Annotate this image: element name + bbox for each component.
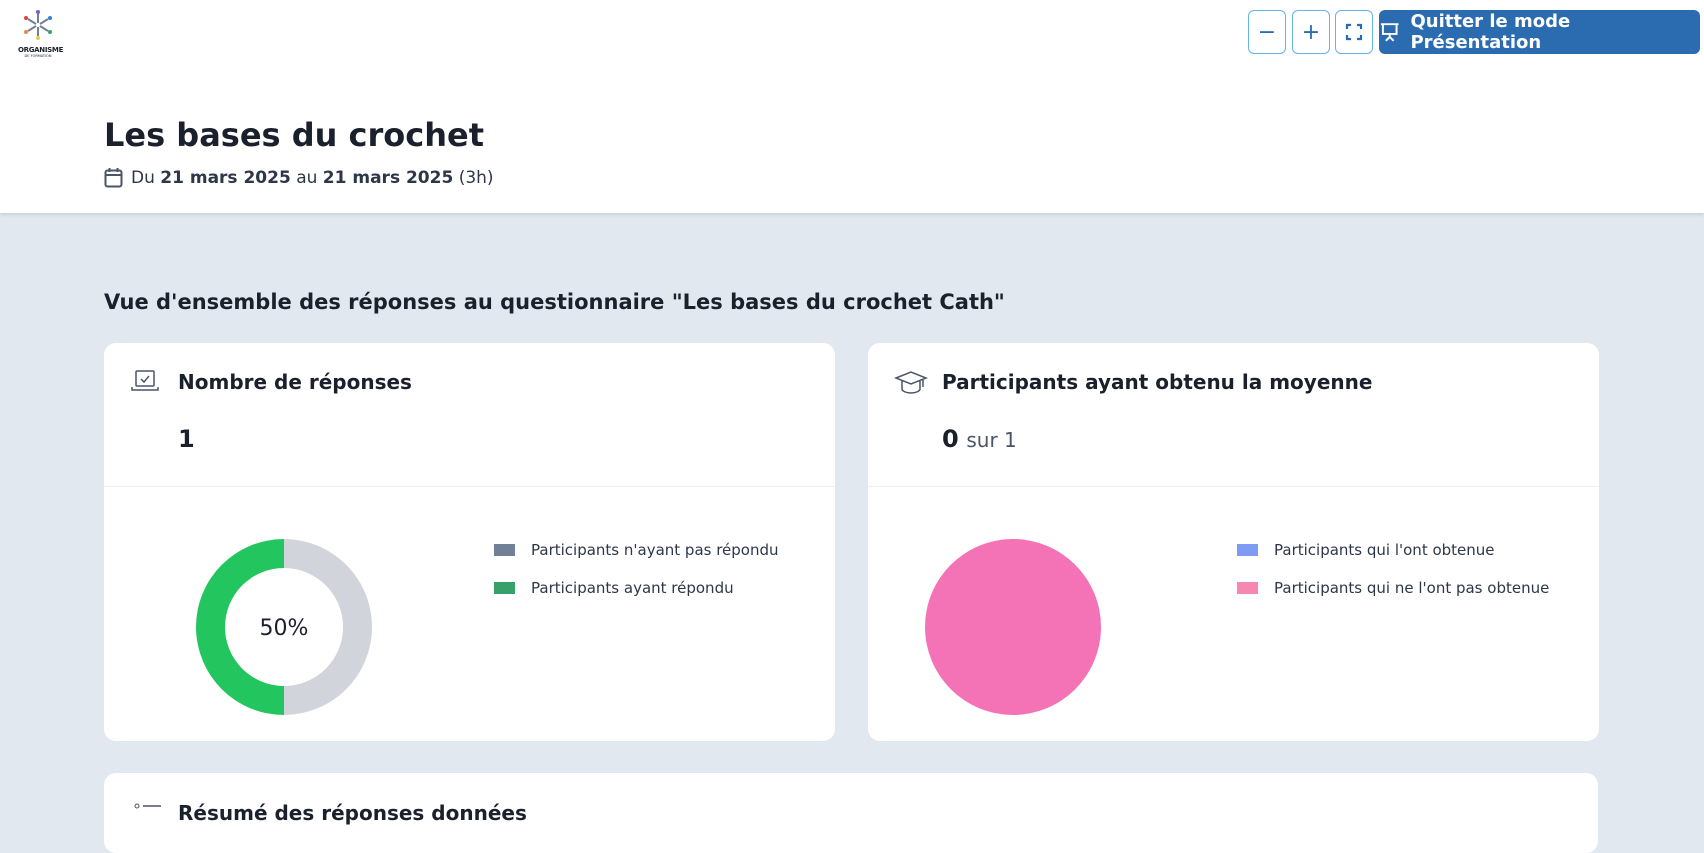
legend-swatch (494, 544, 515, 556)
card-title: Nombre de réponses (178, 370, 412, 394)
divider (104, 486, 835, 487)
card-title: Participants ayant obtenu la moyenne (942, 370, 1373, 394)
presentation-icon (1380, 23, 1399, 42)
plus-icon: + (1301, 19, 1321, 45)
list-icon (134, 803, 161, 809)
average-count: 0 sur 1 (942, 425, 1017, 453)
divider (868, 486, 1599, 487)
legend-item[interactable]: Participants qui l'ont obtenue (1237, 541, 1495, 559)
answers-summary-card: Résumé des réponses données (104, 773, 1598, 853)
average-pie-chart (925, 539, 1101, 715)
legend-swatch (1237, 544, 1258, 556)
logo-icon (24, 10, 52, 40)
graduation-cap-icon (894, 371, 928, 394)
slice-1[interactable] (925, 539, 1101, 715)
legend-item[interactable]: Participants qui ne l'ont pas obtenue (1237, 579, 1549, 597)
quit-presentation-button[interactable]: Quitter le mode Présentation (1379, 10, 1700, 54)
responses-count: 1 (178, 425, 195, 453)
doughnut-center-label: 50% (260, 616, 309, 641)
doughnut-hole (225, 568, 343, 686)
laptop-check-icon (131, 370, 159, 391)
fullscreen-button[interactable] (1335, 10, 1373, 54)
session-dates: Du 21 mars 2025 au 21 mars 2025 (3h) (104, 167, 494, 188)
page-header: ORGANISME DE FORMATION − + Quitter le mo… (0, 0, 1704, 213)
zoom-in-button[interactable]: + (1292, 10, 1330, 54)
legend-swatch (1237, 582, 1258, 594)
average-card: Participants ayant obtenu la moyenne 0 s… (868, 343, 1599, 741)
responses-count-card: Nombre de réponses 1 50% Participants n'… (104, 343, 835, 741)
legend-item[interactable]: Participants ayant répondu (494, 579, 734, 597)
legend-item[interactable]: Participants n'ayant pas répondu (494, 541, 779, 559)
fullscreen-icon (1345, 23, 1363, 41)
card-title: Résumé des réponses données (178, 801, 527, 825)
organization-logo: ORGANISME DE FORMATION (18, 8, 63, 58)
page-title: Les bases du crochet (104, 116, 485, 154)
minus-icon: − (1257, 19, 1277, 45)
legend-swatch (494, 582, 515, 594)
section-title: Vue d'ensemble des réponses au questionn… (104, 290, 1005, 314)
calendar-icon (104, 168, 123, 188)
zoom-out-button[interactable]: − (1248, 10, 1286, 54)
responses-doughnut-chart: 50% (196, 539, 372, 715)
